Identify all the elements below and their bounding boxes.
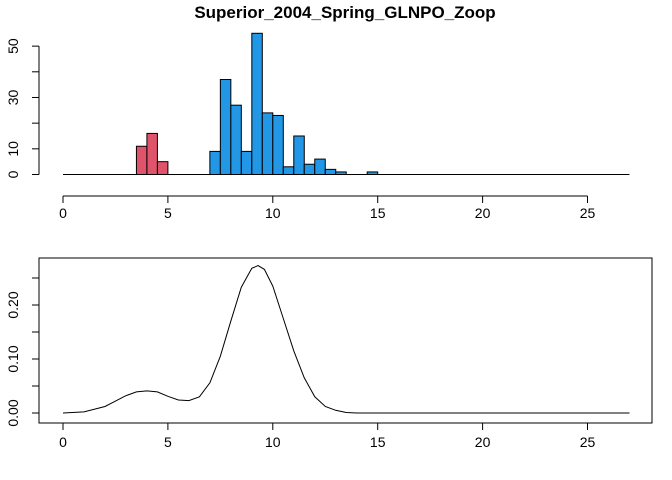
- histogram-bar-5: [230, 104, 242, 175]
- x-tick-label: 5: [164, 205, 172, 221]
- histogram-bar-9: [272, 114, 284, 175]
- x-tick-label: 20: [475, 205, 491, 221]
- histogram-x-axis: 0 5 10 15 20 25: [59, 195, 596, 221]
- x-tick-label: 25: [580, 205, 596, 221]
- histogram-bar-3: [209, 150, 221, 175]
- density-curve: [62, 265, 630, 414]
- density-plot-box: [38, 257, 653, 424]
- histogram-bar-14: [324, 168, 337, 176]
- histogram-bar-12: [303, 163, 316, 176]
- histogram-bar-1: [146, 132, 158, 176]
- histogram-bar-0: [135, 145, 148, 175]
- y-tick-label: 30: [5, 89, 21, 105]
- density-panel: 0 5 10 15 20 25 0.00 0.10 0.20: [5, 257, 653, 450]
- y-tick-label: 50: [5, 38, 21, 54]
- chart-title: Superior_2004_Spring_GLNPO_Zoop: [194, 3, 495, 22]
- histogram-bar-11: [293, 135, 305, 176]
- x-tick-label: 0: [59, 434, 67, 450]
- histogram-bar-6: [240, 150, 253, 175]
- x-tick-label: 25: [580, 434, 596, 450]
- histogram-panel: Superior_2004_Spring_GLNPO_Zoop 0 5 10 15 20…: [5, 3, 630, 221]
- histogram-bar-7: [251, 32, 263, 175]
- histogram-y-axis: 0 10 30 50: [5, 38, 40, 178]
- y-tick-label: 0.10: [5, 345, 21, 372]
- y-tick-label: 0.20: [5, 291, 21, 318]
- density-y-axis: 0.00 0.10 0.20: [5, 277, 39, 427]
- histogram-bar-13: [314, 158, 326, 176]
- x-tick-label: 5: [164, 434, 172, 450]
- histogram-bar-4: [219, 79, 232, 175]
- x-tick-label: 15: [370, 205, 386, 221]
- density-x-axis: 0 5 10 15 20 25: [59, 423, 595, 450]
- histogram-bar-10: [282, 166, 295, 176]
- x-tick-label: 15: [370, 434, 386, 450]
- x-tick-label: 10: [265, 434, 281, 450]
- histogram-bars: [135, 32, 379, 176]
- x-tick-label: 10: [265, 205, 281, 221]
- y-tick-label: 10: [5, 141, 21, 157]
- histogram-bar-8: [261, 112, 274, 175]
- histogram-bar-2: [156, 161, 169, 176]
- x-tick-label: 0: [59, 205, 67, 221]
- x-tick-label: 20: [475, 434, 491, 450]
- y-tick-label: 0: [5, 170, 21, 178]
- y-tick-label: 0.00: [5, 399, 21, 426]
